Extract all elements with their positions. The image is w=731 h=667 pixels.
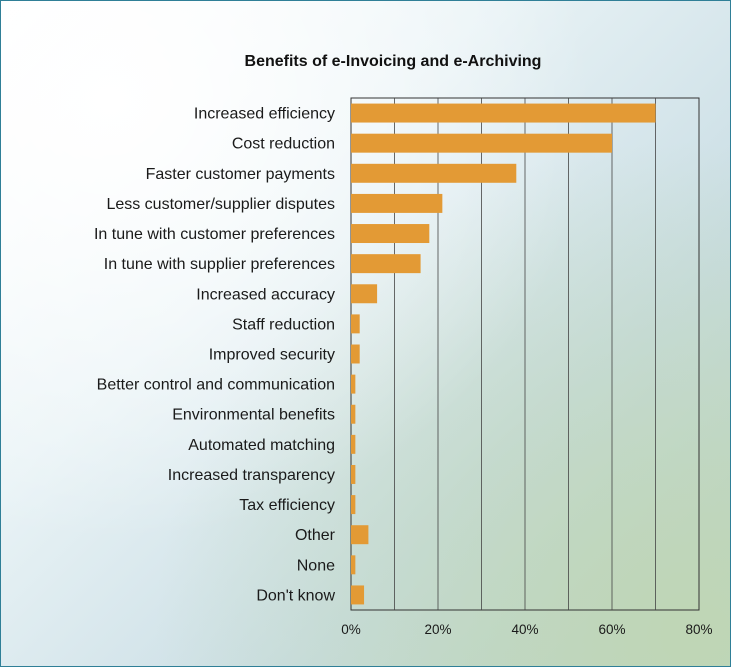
bar	[351, 404, 356, 424]
category-label: Improved security	[209, 347, 335, 364]
category-label: Tax efficiency	[239, 497, 335, 514]
bar	[351, 344, 360, 364]
chart-title: Benefits of e-Invoicing and e-Archiving	[245, 53, 542, 70]
x-tick-label: 0%	[341, 622, 361, 637]
bar	[351, 224, 430, 244]
category-label: Faster customer payments	[146, 166, 335, 183]
bar	[351, 525, 369, 545]
category-label: Increased efficiency	[194, 106, 335, 123]
category-label: Automated matching	[188, 437, 335, 454]
category-label: Environmental benefits	[172, 407, 335, 424]
bar	[351, 103, 656, 123]
bars	[351, 103, 656, 605]
bar	[351, 133, 612, 153]
x-tick-label: 40%	[511, 622, 538, 637]
gridlines	[394, 98, 656, 610]
bar	[351, 374, 356, 394]
category-label: None	[297, 557, 335, 574]
category-label: Increased transparency	[168, 467, 335, 484]
bar	[351, 254, 421, 274]
category-label: In tune with supplier preferences	[104, 256, 335, 273]
bar	[351, 464, 356, 484]
bar	[351, 495, 356, 515]
category-label: Better control and communication	[97, 377, 335, 394]
bar	[351, 585, 365, 605]
category-label: Less customer/supplier disputes	[106, 196, 335, 213]
bar	[351, 163, 517, 183]
x-tick-labels: 0% 20% 40% 60% 80%	[341, 622, 712, 637]
category-label: Don't know	[256, 587, 335, 604]
category-label: In tune with customer preferences	[94, 226, 335, 243]
bar	[351, 434, 356, 454]
x-tick-label: 80%	[685, 622, 712, 637]
category-label: Increased accuracy	[196, 286, 335, 303]
category-label: Other	[295, 527, 336, 544]
bar	[351, 314, 360, 334]
x-tick-label: 60%	[598, 622, 625, 637]
category-labels: Increased efficiency Cost reduction Faster…	[94, 106, 336, 605]
bar	[351, 193, 443, 213]
bar	[351, 555, 356, 575]
category-label: Staff reduction	[232, 316, 335, 333]
bar	[351, 284, 378, 304]
category-label: Cost reduction	[232, 136, 335, 153]
x-tick-label: 20%	[424, 622, 451, 637]
